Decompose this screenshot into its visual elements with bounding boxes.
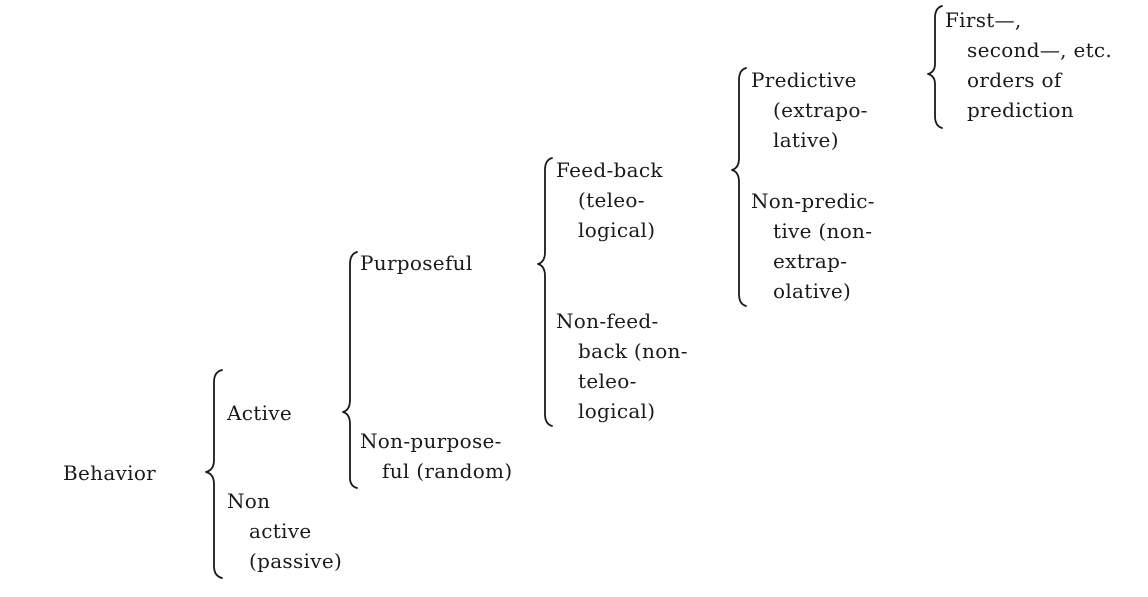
node-non-feedback-line4: logical) (578, 399, 656, 423)
node-feedback-line2: (teleo- (578, 188, 645, 212)
node-non-predictive-line1: Non-predic- (751, 189, 875, 213)
node-predictive-line2: (extrapo- (773, 98, 868, 122)
node-orders-line1: First—, (945, 8, 1022, 32)
node-non-active-line1: Non (227, 489, 271, 513)
brace-behavior (205, 369, 223, 579)
node-orders-line3: orders of (967, 68, 1062, 92)
node-non-purposeful-line2: ful (random) (382, 459, 513, 483)
node-non-feedback-line3: teleo- (578, 369, 637, 393)
node-feedback-line3: logical) (578, 218, 656, 242)
node-purposeful: Purposeful (360, 251, 473, 275)
node-feedback-line1: Feed-back (556, 158, 663, 182)
node-non-predictive-line3: extrap- (773, 249, 848, 273)
node-active: Active (227, 401, 293, 425)
node-non-purposeful-line1: Non-purpose- (360, 429, 502, 453)
brace-predictive (927, 5, 943, 129)
node-orders-line2: second—, etc. (967, 38, 1113, 62)
node-predictive-line3: lative) (773, 128, 839, 152)
node-non-predictive-line4: olative) (773, 279, 852, 303)
node-behavior: Behavior (63, 461, 157, 485)
node-non-active-line3: (passive) (249, 549, 343, 573)
node-non-feedback-line1: Non-feed- (556, 309, 659, 333)
brace-purposeful (537, 157, 553, 427)
node-orders-line4: prediction (967, 98, 1074, 122)
brace-feedback (731, 67, 747, 307)
node-predictive-line1: Predictive (751, 68, 857, 92)
node-non-predictive-line2: tive (non- (773, 219, 873, 243)
brace-active (342, 251, 358, 489)
node-non-feedback-line2: back (non- (578, 339, 688, 363)
node-non-active-line2: active (249, 519, 312, 543)
